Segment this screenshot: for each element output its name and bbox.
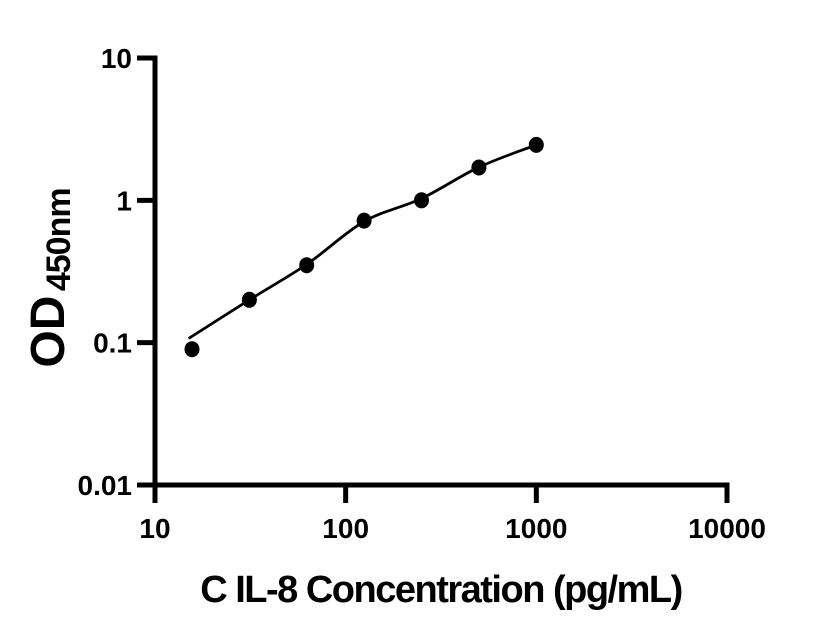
- y-axis-tick-labels: 0.01 0.1 1 10: [78, 43, 133, 501]
- x-axis-ticks: [152, 485, 730, 503]
- y-tick-label: 0.1: [93, 328, 132, 359]
- data-points: [184, 136, 544, 358]
- data-point-marker: [241, 291, 257, 308]
- y-tick-label: 10: [101, 43, 132, 74]
- data-point-marker: [356, 212, 372, 229]
- y-axis-title-subscript: 450nm: [40, 188, 78, 291]
- y-tick-label: 0.01: [78, 470, 133, 501]
- data-point-marker: [471, 159, 487, 176]
- y-axis-ticks: [137, 55, 155, 488]
- data-point-marker: [528, 136, 544, 153]
- x-tick-label: 10000: [688, 513, 766, 544]
- y-axis-title: OD 450nm: [22, 188, 78, 367]
- data-point-marker: [299, 257, 315, 274]
- x-tick-label: 1000: [505, 513, 567, 544]
- x-tick-label: 10: [139, 513, 170, 544]
- x-axis-tick-labels: 10 100 1000 10000: [139, 513, 766, 544]
- x-axis: 10 100 1000 10000: [139, 482, 766, 544]
- y-axis: 0.01 0.1 1 10: [78, 43, 158, 501]
- data-point-marker: [414, 192, 429, 209]
- data-point-marker: [184, 341, 200, 358]
- x-axis-title: C IL-8 Concentration (pg/mL): [200, 569, 682, 611]
- x-tick-label: 100: [322, 513, 369, 544]
- fit-curve-line: [187, 143, 537, 340]
- y-tick-label: 1: [116, 185, 132, 216]
- y-axis-title-main: OD: [22, 296, 75, 368]
